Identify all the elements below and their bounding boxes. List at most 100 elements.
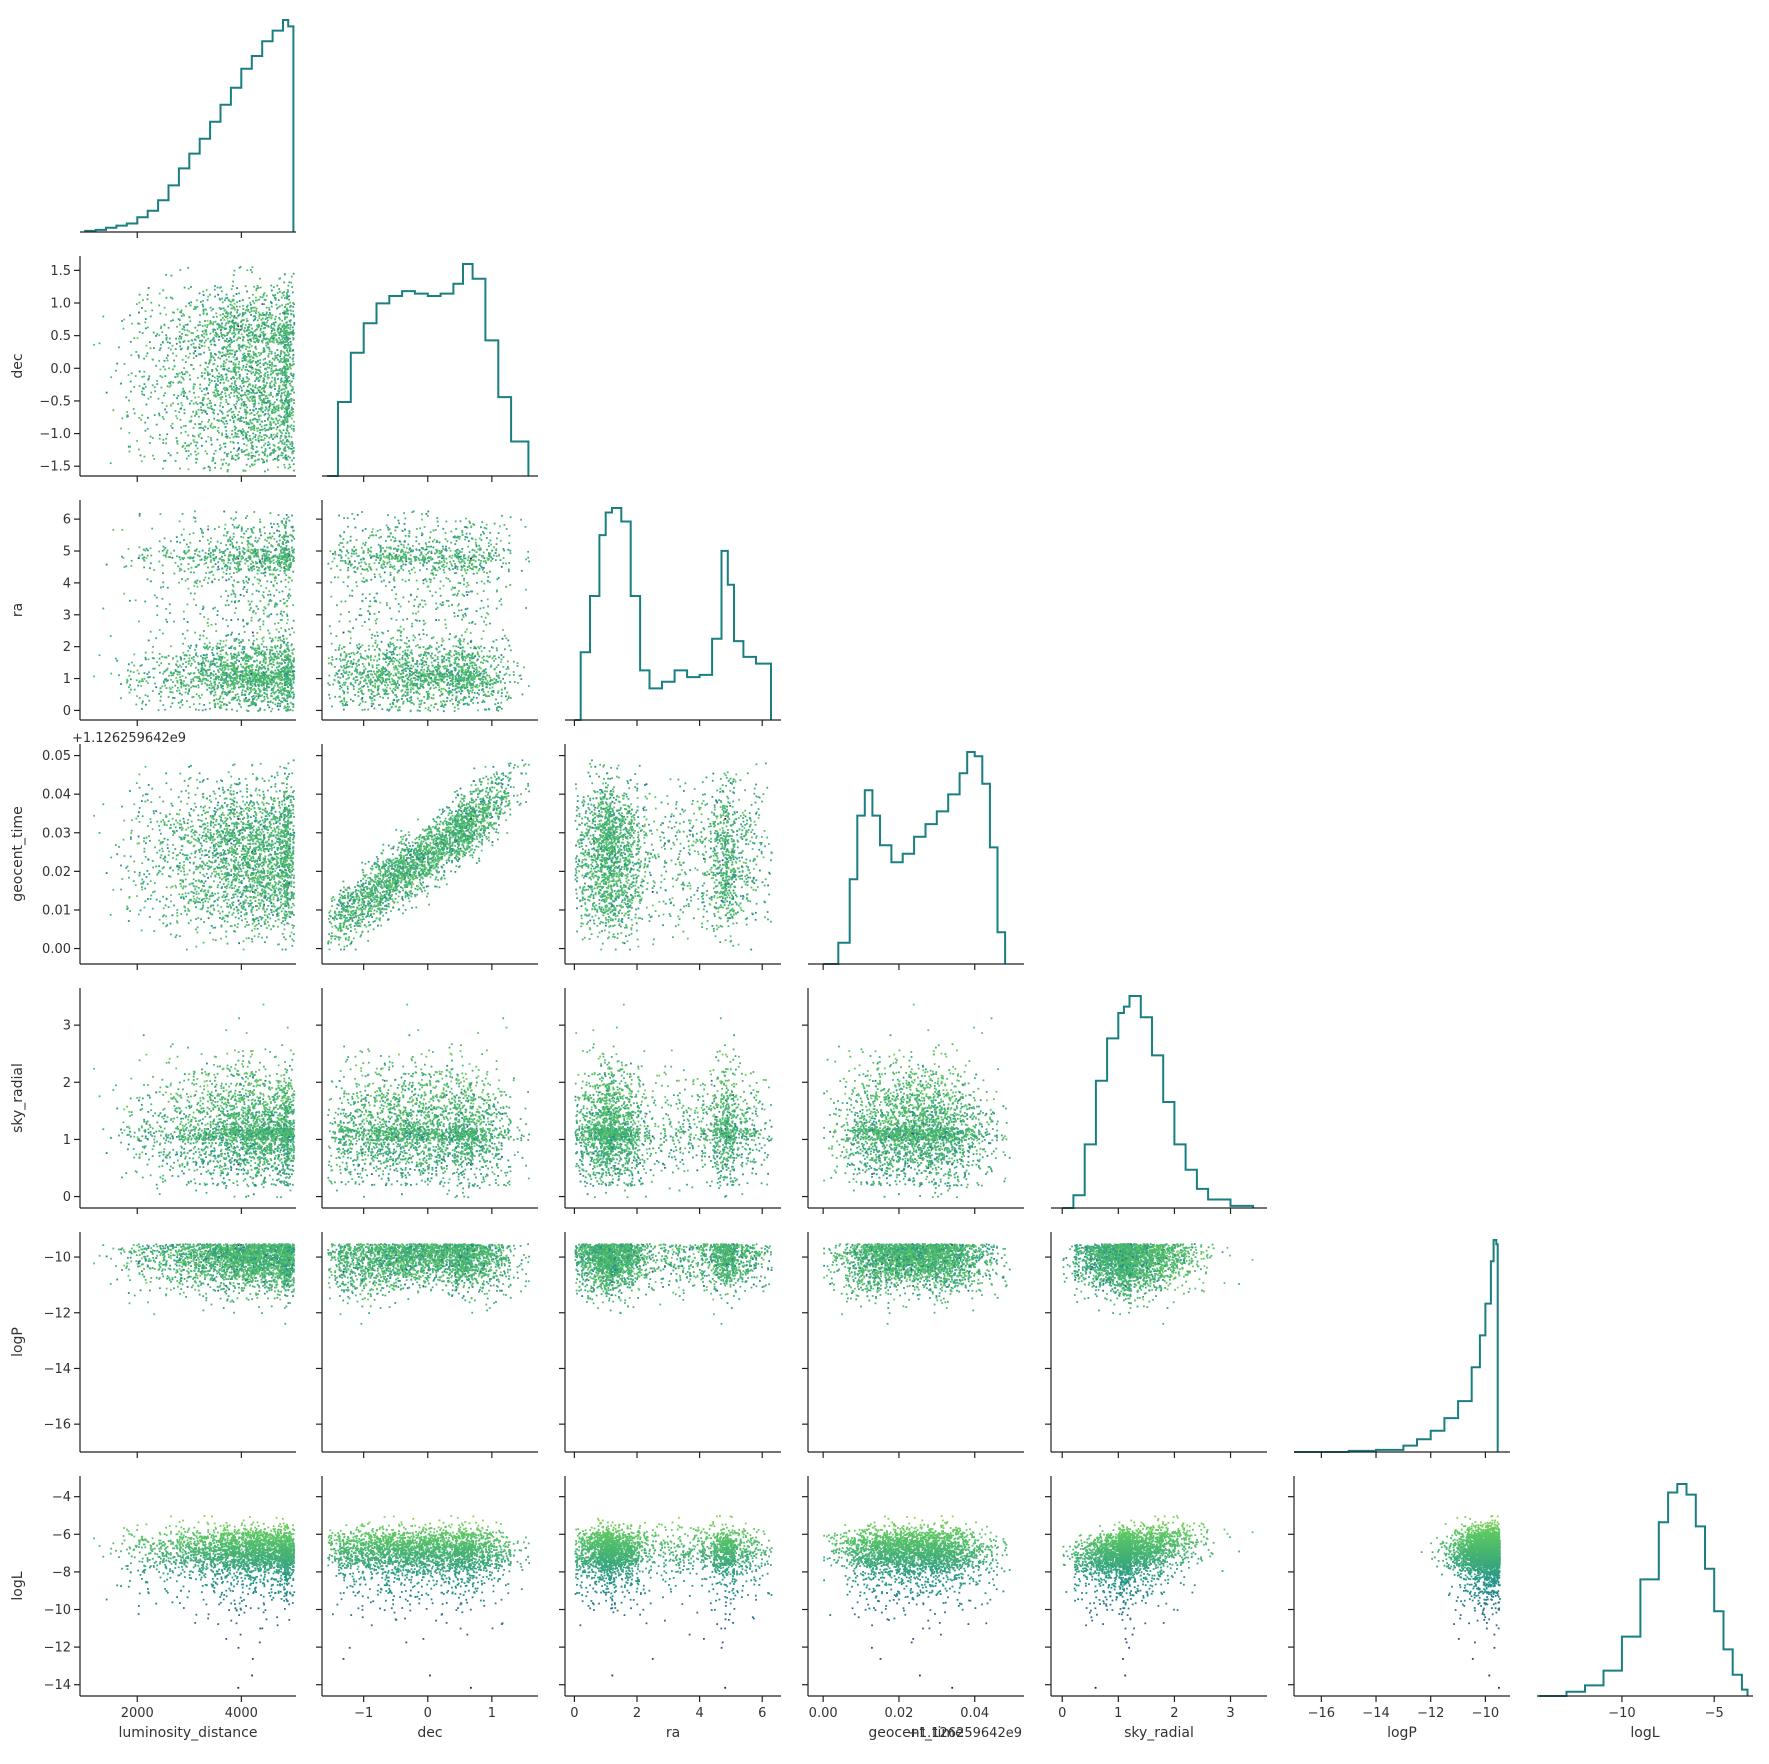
scatter-point <box>286 444 288 446</box>
scatter-point <box>229 419 231 421</box>
scatter-point <box>242 417 244 419</box>
scatter-point <box>161 331 163 333</box>
scatter-point <box>279 319 281 321</box>
scatter-point <box>210 344 212 346</box>
scatter-point <box>166 405 168 407</box>
scatter-point <box>293 425 295 427</box>
scatter-point <box>252 448 254 450</box>
scatter-point <box>250 309 252 311</box>
scatter-point <box>289 443 291 445</box>
scatter-point <box>260 366 262 368</box>
scatter-point <box>171 275 173 277</box>
scatter-point <box>147 428 149 430</box>
scatter-point <box>242 312 244 314</box>
scatter-point <box>287 351 289 353</box>
scatter-point <box>239 306 241 308</box>
scatter-point <box>154 386 156 388</box>
scatter-point <box>239 385 241 387</box>
scatter-point <box>252 433 254 435</box>
scatter-point <box>201 390 203 392</box>
scatter-point <box>278 446 280 448</box>
scatter-point <box>193 386 195 388</box>
scatter-point <box>248 324 250 326</box>
scatter-point <box>252 396 254 398</box>
scatter-point <box>259 432 261 434</box>
scatter-point <box>223 459 225 461</box>
scatter-point <box>260 372 262 374</box>
scatter-point <box>210 405 212 407</box>
scatter-point <box>286 375 288 377</box>
scatter-point <box>229 329 231 331</box>
scatter-point <box>231 458 233 460</box>
scatter-point <box>274 329 276 331</box>
scatter-point <box>197 306 199 308</box>
scatter-point <box>279 425 281 427</box>
scatter-point <box>255 290 257 292</box>
scatter-point <box>212 427 214 429</box>
scatter-point <box>176 417 178 419</box>
scatter-point <box>245 369 247 371</box>
scatter-point <box>160 326 162 328</box>
scatter-point <box>158 398 160 400</box>
scatter-point <box>206 289 208 291</box>
scatter-point <box>226 359 228 361</box>
scatter-point <box>242 305 244 307</box>
scatter-point <box>281 304 283 306</box>
scatter-point <box>250 388 252 390</box>
scatter-point <box>258 403 260 405</box>
scatter-point <box>191 416 193 418</box>
scatter-point <box>246 454 248 456</box>
scatter-point <box>221 391 223 393</box>
scatter-point <box>188 288 190 290</box>
scatter-point <box>123 319 125 321</box>
scatter-point <box>220 393 222 395</box>
scatter-point <box>277 355 279 357</box>
scatter-point <box>225 297 227 299</box>
scatter-point <box>130 354 132 356</box>
scatter-point <box>252 385 254 387</box>
scatter-point <box>278 455 280 457</box>
scatter-point <box>245 470 247 472</box>
scatter-point <box>199 427 201 429</box>
scatter-point <box>236 358 238 360</box>
scatter-point <box>187 347 189 349</box>
scatter-point <box>170 425 172 427</box>
scatter-point <box>188 455 190 457</box>
scatter-point <box>242 315 244 317</box>
scatter-point <box>234 270 236 272</box>
scatter-point <box>289 306 291 308</box>
scatter-point <box>243 365 245 367</box>
scatter-point <box>272 438 274 440</box>
scatter-point <box>212 392 214 394</box>
scatter-point <box>207 421 209 423</box>
scatter-point <box>237 414 239 416</box>
scatter-point <box>170 381 172 383</box>
scatter-point <box>293 430 295 432</box>
scatter-point <box>277 426 279 428</box>
scatter-point <box>252 334 254 336</box>
scatter-point <box>141 307 143 309</box>
scatter-point <box>237 325 239 327</box>
scatter-point <box>255 353 257 355</box>
scatter-point <box>110 376 112 378</box>
scatter-point <box>271 351 273 353</box>
scatter-point <box>275 299 277 301</box>
scatter-point <box>278 317 280 319</box>
scatter-point <box>272 459 274 461</box>
scatter-point <box>151 310 153 312</box>
scatter-point <box>235 363 237 365</box>
scatter-point <box>212 308 214 310</box>
scatter-point <box>256 446 258 448</box>
scatter-point <box>220 402 222 404</box>
scatter-point <box>273 409 275 411</box>
scatter-point <box>233 404 235 406</box>
scatter-point <box>154 414 156 416</box>
scatter-point <box>231 433 233 435</box>
scatter-point <box>202 427 204 429</box>
scatter-point <box>176 452 178 454</box>
scatter-point <box>250 314 252 316</box>
scatter-point <box>138 355 140 357</box>
scatter-point <box>280 438 282 440</box>
scatter-point <box>163 366 165 368</box>
scatter-point <box>170 297 172 299</box>
